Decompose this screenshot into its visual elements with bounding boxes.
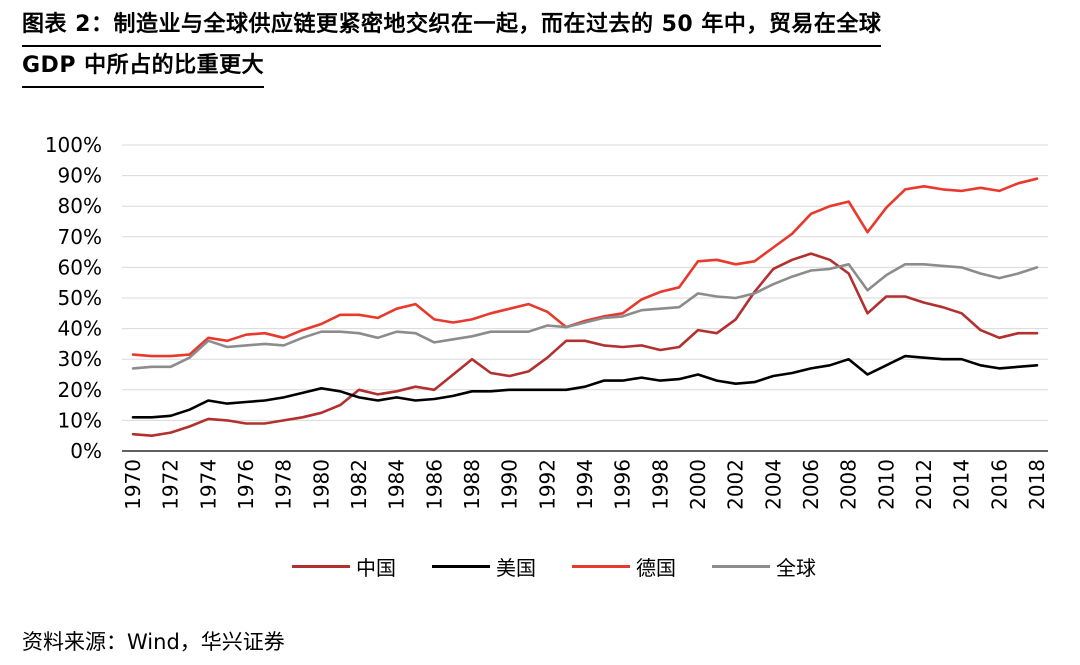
x-tick-label: 2016 <box>987 459 1011 510</box>
x-axis-ticks: 1970 1972 1974 1976 1978 1980 1982 1984 1986 1988… <box>121 459 1049 510</box>
x-tick-label: 2012 <box>912 459 936 510</box>
title-line-1: 图表 2：制造业与全球供应链更紧密地交织在一起，而在过去的 50 年中，贸易在全… <box>22 6 882 47</box>
y-tick-label: 20% <box>58 378 102 402</box>
y-tick-label: 100% <box>45 133 102 157</box>
series-line-world <box>131 263 1039 370</box>
legend-item-germany: 德国 <box>572 552 676 581</box>
y-tick-label: 50% <box>58 286 102 310</box>
x-tick-label: 1984 <box>385 459 409 510</box>
title-line-2: GDP 中所占的比重更大 <box>22 47 265 88</box>
x-tick-label: 2002 <box>724 459 748 510</box>
line-chart: 0%10%20%30%40%50%60%70%80%90%100% 1970 19… <box>45 133 1049 510</box>
y-axis-ticks: 0% 10% 20% 30% 40% 50% 60% 70% 80% 90% 100% <box>45 133 102 463</box>
legend-item-usa: 美国 <box>432 552 536 581</box>
series-line-germany <box>131 177 1039 358</box>
x-tick-label: 1976 <box>234 459 258 510</box>
x-tick-label: 1970 <box>121 459 145 510</box>
series-line-china <box>131 252 1039 438</box>
legend-item-world: 全球 <box>712 552 816 581</box>
y-tick-label: 40% <box>58 317 102 341</box>
x-tick-label: 1978 <box>272 459 296 510</box>
y-tick-label: 90% <box>58 164 102 188</box>
legend-swatch-usa <box>432 565 490 568</box>
x-tick-label: 2014 <box>950 459 974 510</box>
x-tick-label: 1990 <box>498 459 522 510</box>
x-tick-label: 1988 <box>460 459 484 510</box>
x-tick-label: 2006 <box>799 459 823 510</box>
y-tick-label: 10% <box>58 408 102 432</box>
x-tick-label: 2010 <box>874 459 898 510</box>
y-tick-label: 30% <box>58 347 102 371</box>
y-tick-label: 80% <box>58 194 102 218</box>
source-note: 资料来源：Wind，华兴证券 <box>22 630 285 654</box>
legend-label-world: 全球 <box>776 556 816 580</box>
legend-swatch-germany <box>572 565 630 568</box>
x-tick-label: 1994 <box>573 459 597 510</box>
x-tick-label: 2018 <box>1025 459 1049 510</box>
x-tick-label: 1982 <box>347 459 371 510</box>
x-tick-label: 2004 <box>761 459 785 510</box>
y-tick-label: 70% <box>58 225 102 249</box>
legend-label-germany: 德国 <box>636 556 676 580</box>
chart-title: 图表 2：制造业与全球供应链更紧密地交织在一起，而在过去的 50 年中，贸易在全… <box>22 6 1062 88</box>
x-tick-label: 1974 <box>196 459 220 510</box>
x-tick-label: 1992 <box>535 459 559 510</box>
x-tick-label: 2008 <box>837 459 861 510</box>
legend-label-china: 中国 <box>356 556 396 580</box>
x-tick-label: 1980 <box>309 459 333 510</box>
legend-swatch-world <box>712 565 770 568</box>
x-tick-label: 1986 <box>422 459 446 510</box>
series-line-usa <box>131 354 1039 419</box>
legend-swatch-china <box>292 565 350 568</box>
x-tick-label: 2000 <box>686 459 710 510</box>
legend-label-usa: 美国 <box>496 556 536 580</box>
series-lines <box>131 177 1039 438</box>
y-tick-label: 60% <box>58 255 102 279</box>
y-tick-label: 0% <box>70 439 102 463</box>
legend-item-china: 中国 <box>292 552 396 581</box>
x-tick-label: 1998 <box>648 459 672 510</box>
x-tick-label: 1972 <box>159 459 183 510</box>
x-tick-label: 1996 <box>611 459 635 510</box>
